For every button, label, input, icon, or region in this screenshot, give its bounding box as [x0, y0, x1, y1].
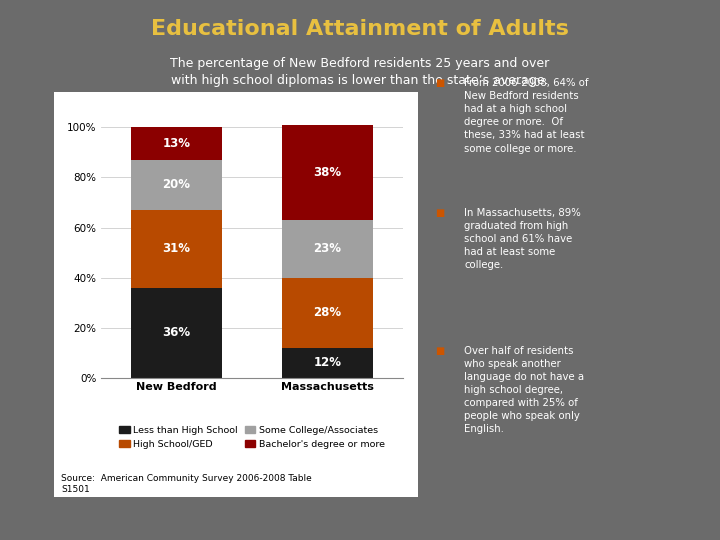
Legend: Less than High School, High School/GED, Some College/Associates, Bachelor's degr: Less than High School, High School/GED, … — [115, 422, 389, 453]
Text: The percentage of New Bedford residents 25 years and over
with high school diplo: The percentage of New Bedford residents … — [171, 57, 549, 87]
Bar — [131, 160, 222, 210]
Bar — [131, 210, 222, 288]
Bar — [282, 220, 373, 278]
Bar — [282, 348, 373, 378]
Text: 13%: 13% — [163, 137, 190, 150]
Text: ■: ■ — [436, 78, 445, 89]
Bar — [131, 127, 222, 160]
Bar — [282, 278, 373, 348]
Text: 12%: 12% — [314, 356, 341, 369]
Text: 31%: 31% — [163, 242, 190, 255]
Text: ■: ■ — [436, 346, 445, 356]
Text: Over half of residents
who speak another
language do not have a
high school degr: Over half of residents who speak another… — [464, 346, 585, 434]
Text: 20%: 20% — [163, 178, 190, 192]
Text: 28%: 28% — [313, 306, 342, 319]
Text: 23%: 23% — [314, 242, 341, 255]
Bar — [131, 288, 222, 378]
Text: In Massachusetts, 89%
graduated from high
school and 61% have
had at least some
: In Massachusetts, 89% graduated from hig… — [464, 208, 581, 270]
Text: 36%: 36% — [162, 326, 191, 339]
Text: 38%: 38% — [313, 166, 342, 179]
Text: From 2006-2008, 64% of
New Bedford residents
had at a high school
degree or more: From 2006-2008, 64% of New Bedford resid… — [464, 78, 589, 153]
Bar — [282, 125, 373, 220]
Text: Educational Attainment of Adults: Educational Attainment of Adults — [151, 19, 569, 39]
Text: Source:  American Community Survey 2006-2008 Table
S1501: Source: American Community Survey 2006-2… — [61, 474, 312, 494]
Text: ■: ■ — [436, 208, 445, 218]
